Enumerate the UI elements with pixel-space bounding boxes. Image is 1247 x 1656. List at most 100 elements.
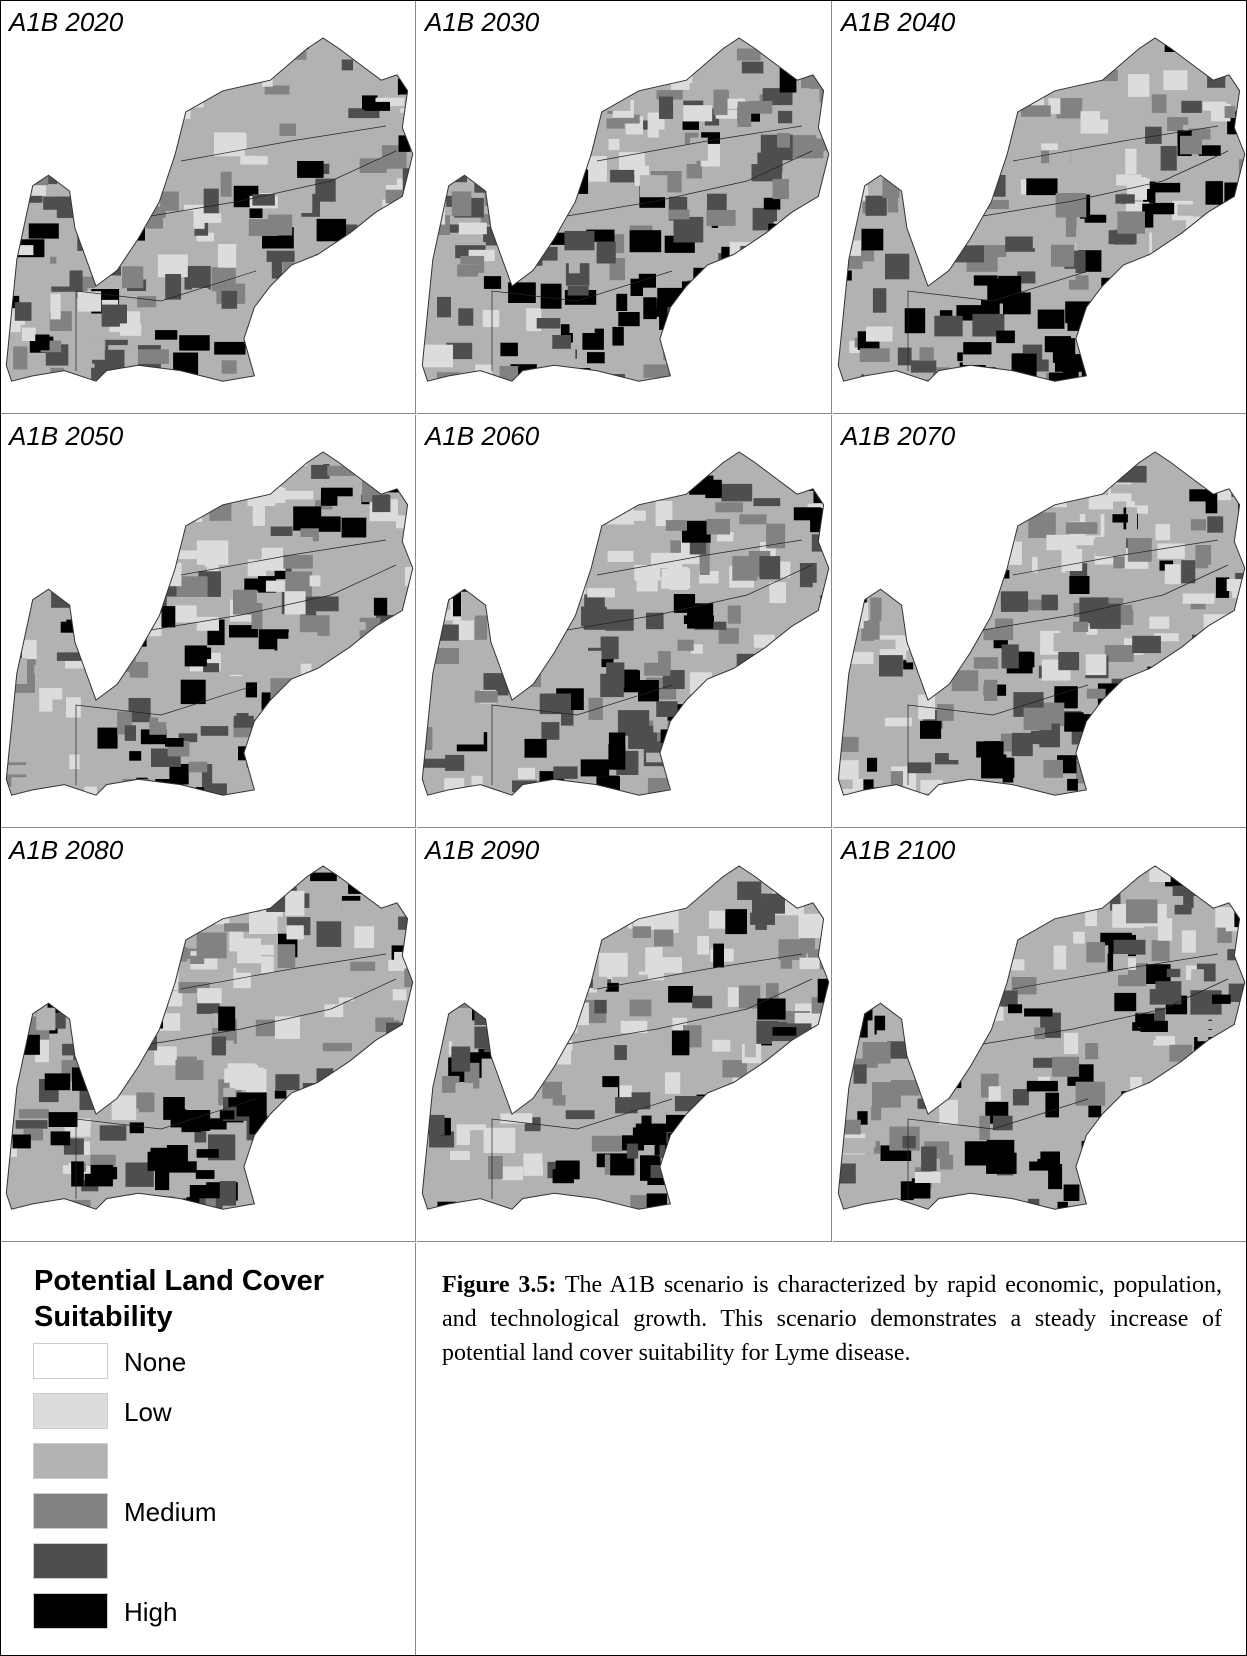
patch [127, 588, 140, 599]
patch [944, 909, 971, 927]
patch [914, 146, 926, 162]
patch [1043, 760, 1063, 778]
patch [424, 1115, 444, 1135]
patch [1064, 1033, 1078, 1054]
patch [852, 63, 877, 76]
patch [834, 157, 856, 180]
patch [665, 1072, 680, 1094]
patch [341, 1069, 358, 1080]
patch [821, 796, 832, 808]
legend-label: Medium [124, 1497, 216, 1528]
patch [856, 173, 866, 183]
patch [197, 933, 227, 959]
patch [94, 1217, 124, 1226]
patch [537, 871, 559, 893]
patch [1038, 868, 1052, 891]
patch [267, 710, 289, 732]
patch [154, 1046, 177, 1065]
patch [644, 663, 670, 676]
patch [380, 1174, 404, 1195]
patch [1226, 919, 1243, 931]
patch [996, 331, 1015, 344]
patch [74, 957, 94, 968]
patch [481, 899, 499, 918]
patch [1024, 1008, 1052, 1016]
patch [13, 1135, 31, 1149]
patch [110, 612, 141, 636]
patch [590, 1038, 612, 1061]
patch [692, 996, 712, 1009]
legend-label: None [124, 1347, 186, 1378]
patch [333, 282, 356, 299]
patch [516, 457, 540, 481]
patch [350, 740, 370, 757]
patch [8, 58, 31, 77]
patch [1046, 1210, 1060, 1224]
patch [780, 337, 803, 351]
patch [1202, 274, 1223, 297]
patch [282, 262, 294, 285]
patch [839, 552, 860, 567]
patch [912, 258, 941, 272]
patch [586, 32, 614, 58]
patch [265, 450, 279, 466]
patch [471, 948, 482, 957]
patch [919, 1062, 931, 1082]
patch [971, 56, 999, 77]
patch [128, 41, 156, 50]
patch [1008, 1004, 1022, 1013]
patch [6, 488, 34, 501]
patch [907, 178, 921, 193]
patch [756, 727, 774, 741]
patch [102, 87, 133, 106]
patch [709, 911, 728, 929]
patch [122, 516, 136, 524]
patch [362, 242, 392, 261]
patch [110, 477, 127, 498]
patch [603, 79, 615, 89]
patch [148, 1152, 179, 1171]
patch [305, 382, 324, 394]
patch [976, 1200, 995, 1225]
patch [921, 614, 937, 626]
patch [518, 542, 547, 554]
patch [307, 711, 336, 724]
patch [651, 1165, 680, 1178]
patch [489, 736, 517, 746]
patch [399, 332, 416, 351]
patch [959, 632, 972, 644]
patch [64, 366, 87, 382]
patch [508, 678, 519, 688]
patch [493, 389, 517, 407]
patch [83, 987, 105, 1002]
patch [66, 697, 81, 717]
patch [1161, 733, 1191, 758]
patch [691, 707, 711, 718]
patch [43, 197, 74, 210]
patch [275, 1074, 299, 1090]
patch [264, 325, 282, 339]
patch [447, 950, 463, 966]
patch [445, 533, 461, 556]
patch [213, 472, 231, 494]
patch [397, 623, 413, 645]
patch [400, 544, 416, 555]
patch [236, 44, 254, 53]
patch [866, 326, 893, 341]
patch [789, 705, 799, 719]
patch [476, 133, 494, 142]
patch [657, 307, 675, 317]
patch [898, 348, 912, 366]
patch [452, 191, 472, 216]
patch [141, 902, 167, 911]
patch [979, 903, 1005, 915]
patch [742, 62, 764, 74]
patch [71, 1161, 84, 1186]
patch [457, 903, 485, 915]
patch [1099, 47, 1118, 58]
patch [29, 223, 59, 238]
patch [1022, 468, 1038, 485]
patch [179, 893, 195, 910]
patch [266, 581, 285, 592]
patch [85, 173, 98, 189]
